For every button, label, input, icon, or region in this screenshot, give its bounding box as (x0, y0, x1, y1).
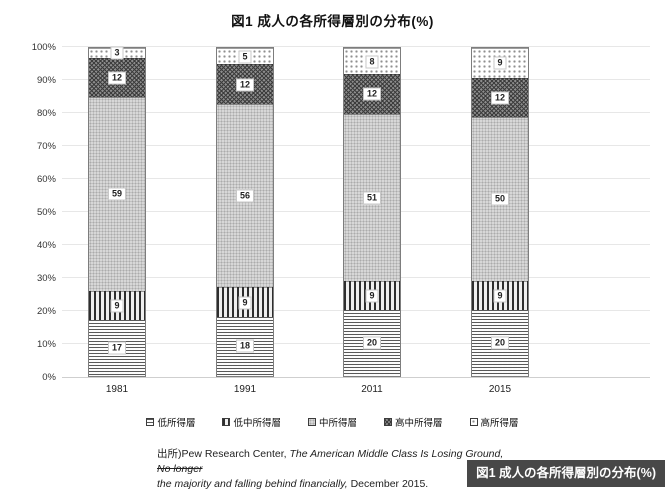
y-tick-label: 40% (36, 240, 56, 251)
segment-value-label: 9 (110, 299, 124, 313)
y-tick-label: 20% (36, 306, 56, 317)
bar-1981: 17 9 59 12 3 (88, 46, 146, 377)
source-suffix: December 2015. (350, 478, 429, 490)
legend: 低所得層 低中所得層 中所得層 高中所得層 高所得層 (0, 415, 665, 429)
y-tick-label: 70% (36, 141, 56, 152)
gridline-100% (62, 46, 650, 47)
legend-marker-lower-middle-income (222, 418, 231, 426)
segment-value-label: 56 (235, 189, 255, 203)
legend-marker-high-income (469, 418, 478, 426)
segment-value-label: 5 (238, 50, 252, 64)
bar-1991-segment-lower-middle-income: 9 (217, 287, 273, 317)
segment-value-label: 9 (493, 56, 507, 70)
segment-value-label: 50 (490, 192, 510, 206)
bar-1981-segment-low-income: 17 (89, 320, 145, 376)
bar-2011-segment-lower-middle-income: 9 (344, 280, 400, 311)
source-title-line2: the majority and falling behind financia… (157, 478, 348, 490)
chart-title: 図1 成人の各所得層別の分布(%) (231, 14, 434, 29)
bar-2011-segment-low-income: 20 (344, 310, 400, 376)
segment-value-label: 20 (490, 336, 510, 350)
bar-2015-segment-low-income: 20 (472, 310, 528, 376)
segment-value-label: 12 (490, 91, 510, 105)
bar-2015-segment-middle-income: 50 (472, 116, 528, 281)
bar-2015: 20 9 50 12 9 (471, 47, 529, 377)
segment-value-label: 8 (365, 55, 379, 69)
legend-item-lower-middle-income: 低中所得層 (222, 415, 281, 429)
legend-marker-middle-income (307, 418, 316, 426)
segment-value-label: 20 (362, 336, 382, 350)
segment-value-label: 17 (107, 341, 127, 355)
segment-value-label: 51 (362, 191, 382, 205)
bar-2015-segment-high-income: 9 (472, 48, 528, 78)
bar-1981-segment-lower-middle-income: 9 (89, 290, 145, 321)
bar-2011: 20 9 51 12 8 (343, 47, 401, 377)
legend-item-middle-income: 中所得層 (307, 415, 357, 429)
segment-value-label: 59 (107, 187, 127, 201)
y-tick-label: 0% (42, 372, 56, 383)
y-tick-label: 30% (36, 273, 56, 284)
source-title-line1: The American Middle Class Is Losing Grou… (289, 448, 504, 460)
bar-1981-segment-middle-income: 59 (89, 97, 145, 291)
segment-value-label: 12 (107, 71, 127, 85)
bar-1991: 18 9 56 12 5 (216, 47, 274, 377)
bar-1981-segment-high-income: 3 (89, 46, 145, 60)
bar-2015-segment-upper-middle-income: 12 (472, 77, 528, 117)
bar-2011-segment-high-income: 8 (344, 48, 400, 75)
legend-marker-low-income (146, 418, 155, 426)
bar-1991-segment-low-income: 18 (217, 316, 273, 376)
x-axis-label-1981: 1981 (105, 384, 129, 395)
legend-item-upper-middle-income: 高中所得層 (384, 415, 443, 429)
bar-1991-segment-middle-income: 56 (217, 103, 273, 288)
source-title-struck: No longer (157, 463, 203, 475)
segment-value-label: 18 (235, 339, 255, 353)
y-tick-label: 80% (36, 108, 56, 119)
segment-value-label: 12 (362, 87, 382, 101)
source-prefix: 出所)Pew Research Center, (157, 448, 287, 460)
legend-label-lower-middle-income: 低中所得層 (233, 418, 281, 429)
legend-marker-upper-middle-income (384, 418, 392, 426)
y-tick-label: 50% (36, 207, 56, 218)
segment-value-label: 9 (365, 289, 379, 303)
bar-1981-segment-upper-middle-income: 12 (89, 57, 145, 98)
segment-value-label: 9 (493, 289, 507, 303)
legend-label-upper-middle-income: 高中所得層 (395, 418, 443, 429)
source-note: 出所)Pew Research Center, The American Mid… (157, 447, 517, 491)
x-axis-label-2011: 2011 (361, 384, 383, 395)
y-tick-label: 90% (36, 75, 56, 86)
x-axis-label-2015: 2015 (488, 384, 512, 395)
y-tick-label: 100% (31, 42, 56, 53)
bar-2011-segment-middle-income: 51 (344, 113, 400, 281)
bar-1991-segment-high-income: 5 (217, 48, 273, 65)
legend-label-middle-income: 中所得層 (318, 418, 357, 429)
x-axis-label-1991: 1991 (233, 384, 257, 395)
y-tick-label: 60% (36, 174, 56, 185)
segment-value-label: 12 (235, 78, 255, 92)
bar-2011-segment-upper-middle-income: 12 (344, 74, 400, 114)
gridline-0% (62, 377, 650, 378)
caption-overlay: 図1 成人の各所得層別の分布(%) (467, 460, 665, 487)
legend-item-low-income: 低所得層 (146, 415, 195, 429)
segment-value-label: 3 (110, 46, 124, 60)
legend-label-low-income: 低所得層 (157, 418, 196, 429)
y-tick-label: 10% (36, 339, 56, 350)
legend-label-high-income: 高所得層 (480, 418, 519, 429)
bar-1991-segment-upper-middle-income: 12 (217, 64, 273, 104)
bar-2015-segment-lower-middle-income: 9 (472, 280, 528, 311)
plot-area: 17 9 59 12 3 18 9 56 12 5 20 9 51 12 8 20 9 50 12 9 (62, 46, 650, 378)
segment-value-label: 9 (238, 296, 252, 310)
legend-item-high-income: 高所得層 (469, 415, 519, 429)
